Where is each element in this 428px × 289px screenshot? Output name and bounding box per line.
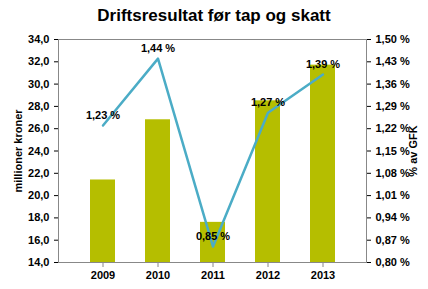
svg-text:millioner kroner: millioner kroner: [12, 109, 24, 193]
svg-text:32,0: 32,0: [28, 55, 49, 67]
svg-text:0,80 %: 0,80 %: [376, 256, 410, 268]
svg-text:22,0: 22,0: [28, 167, 49, 179]
svg-text:14,0: 14,0: [28, 256, 49, 268]
svg-text:18,0: 18,0: [28, 211, 49, 223]
svg-text:16,0: 16,0: [28, 234, 49, 246]
svg-text:1,15 %: 1,15 %: [376, 145, 410, 157]
svg-text:1,36 %: 1,36 %: [376, 78, 410, 90]
svg-text:20,0: 20,0: [28, 189, 49, 201]
svg-text:2010: 2010: [146, 269, 170, 281]
svg-text:1,22 %: 1,22 %: [376, 122, 410, 134]
svg-text:1,39 %: 1,39 %: [306, 58, 340, 70]
svg-text:1,29 %: 1,29 %: [376, 100, 410, 112]
svg-text:26,0: 26,0: [28, 122, 49, 134]
svg-text:0,85 %: 0,85 %: [196, 230, 230, 242]
svg-text:1,27 %: 1,27 %: [251, 96, 285, 108]
svg-text:1,23 %: 1,23 %: [86, 109, 120, 121]
svg-text:1,50 %: 1,50 %: [376, 33, 410, 45]
svg-text:30,0: 30,0: [28, 78, 49, 90]
svg-text:2013: 2013: [311, 269, 335, 281]
svg-text:34,0: 34,0: [28, 33, 49, 45]
svg-text:1,44 %: 1,44 %: [141, 42, 175, 54]
svg-text:2012: 2012: [256, 269, 280, 281]
svg-text:0,94 %: 0,94 %: [376, 211, 410, 223]
svg-text:2009: 2009: [91, 269, 115, 281]
svg-text:28,0: 28,0: [28, 100, 49, 112]
svg-text:% av GFK: % av GFK: [407, 125, 419, 176]
svg-text:2011: 2011: [201, 269, 225, 281]
svg-text:24,0: 24,0: [28, 145, 49, 157]
svg-text:1,08 %: 1,08 %: [376, 167, 410, 179]
svg-text:1,43 %: 1,43 %: [376, 55, 410, 67]
svg-text:1,01 %: 1,01 %: [376, 189, 410, 201]
svg-text:0,87 %: 0,87 %: [376, 234, 410, 246]
html-text:Driftsresultat før tap og skat: Driftsresultat før tap og skatt: [97, 6, 331, 25]
